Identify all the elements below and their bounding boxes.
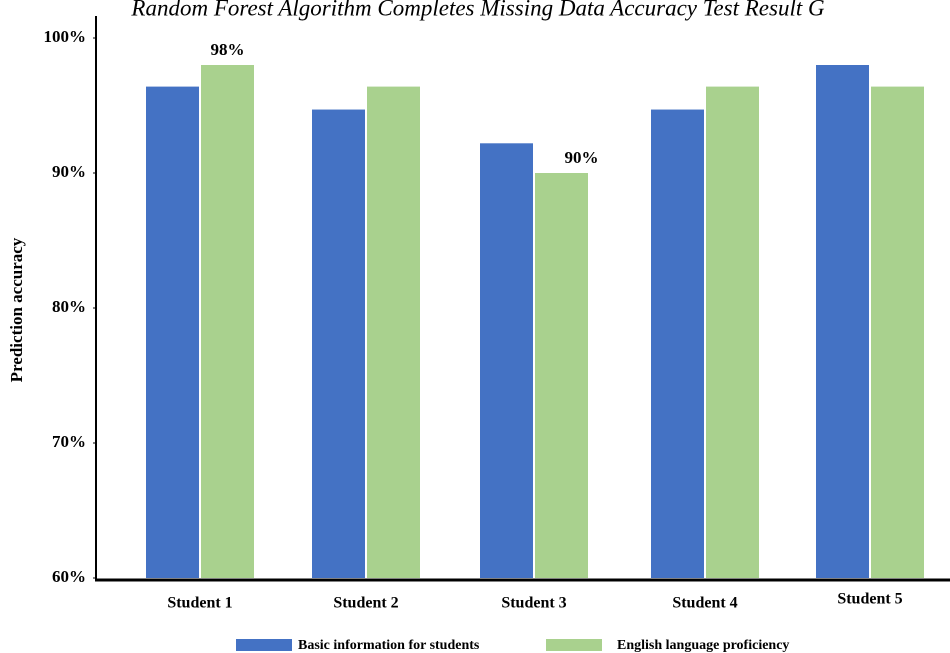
x-tick-label: Student 2 <box>333 595 398 612</box>
y-tick-label: 70% <box>52 432 86 451</box>
bar <box>706 86 759 578</box>
y-tick-label: 80% <box>52 297 86 316</box>
y-tick-label: 100% <box>44 27 87 46</box>
legend-label: Basic information for students <box>298 638 480 653</box>
bar <box>535 173 588 578</box>
x-tick-label: Student 1 <box>167 595 232 612</box>
x-tick-label: Student 4 <box>672 595 737 612</box>
value-label: 90% <box>565 148 599 167</box>
legend-swatch <box>236 639 292 651</box>
y-tick-label: 90% <box>52 162 86 181</box>
x-tick-label: Student 3 <box>501 595 566 612</box>
bar <box>367 86 420 578</box>
bar <box>201 65 254 578</box>
y-axis-label: Prediction accuracy <box>7 237 26 382</box>
bar <box>146 86 199 578</box>
bar <box>816 65 869 578</box>
value-label: 98% <box>211 40 245 59</box>
chart-title: Random Forest Algorithm Completes Missin… <box>130 0 825 20</box>
bar <box>312 109 365 579</box>
bar <box>651 109 704 579</box>
x-tick-label: Student 5 <box>837 591 902 608</box>
y-tick-label: 60% <box>52 567 86 586</box>
legend-swatch <box>546 639 602 651</box>
bar <box>871 86 924 578</box>
legend-label: English language proficiency <box>617 638 789 653</box>
bar <box>480 143 533 579</box>
